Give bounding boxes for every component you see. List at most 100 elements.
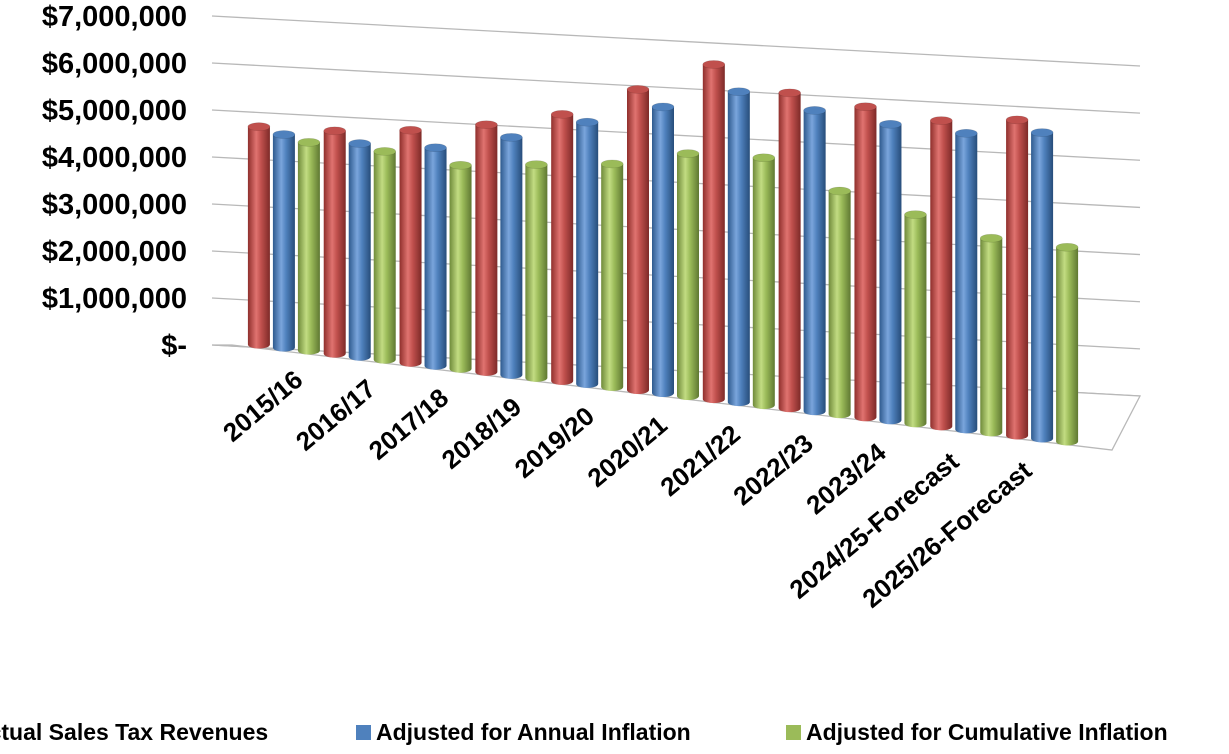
y-tick-label: $2,000,000 [42, 236, 187, 268]
bar-body [349, 144, 371, 361]
y-tick-label: $6,000,000 [42, 48, 187, 80]
bar [1006, 116, 1028, 440]
bar-body [450, 165, 472, 372]
bar-cap [324, 127, 346, 135]
legend-swatch [356, 725, 371, 740]
bar [677, 150, 699, 400]
bar-cap [349, 140, 371, 148]
bar-cap [879, 120, 901, 128]
bar-body [1056, 247, 1078, 445]
bar-cap [273, 131, 295, 139]
bar-body [753, 158, 775, 409]
bar [374, 147, 396, 363]
bar-cap [980, 234, 1002, 242]
y-tick-label: $3,000,000 [42, 189, 187, 221]
bar [955, 129, 977, 433]
bar-cap [1031, 129, 1053, 137]
bar [425, 144, 447, 370]
bar-body [829, 191, 851, 418]
bar-body [1031, 133, 1053, 443]
bar [854, 103, 876, 422]
bar-body [728, 92, 750, 406]
bar-cap [248, 123, 270, 131]
bar-body [248, 127, 270, 349]
bar-cap [854, 103, 876, 111]
bar-body [551, 114, 573, 385]
bar-cap [400, 126, 422, 134]
bar-body [904, 215, 926, 428]
bar-body [879, 124, 901, 424]
bar-cap [425, 144, 447, 152]
bar [450, 161, 472, 372]
bar-cap [374, 147, 396, 155]
bar-cap [779, 89, 801, 97]
bar [298, 138, 320, 354]
bar [652, 103, 674, 397]
bar [829, 187, 851, 418]
bar-cap [475, 121, 497, 129]
y-tick-label: $- [161, 330, 187, 362]
bar-body [652, 107, 674, 397]
bar-cap [728, 88, 750, 96]
bar [475, 121, 497, 376]
bar-body [475, 125, 497, 376]
bar-cap [677, 150, 699, 158]
bar [601, 160, 623, 391]
bar-body [374, 151, 396, 363]
bar [728, 88, 750, 406]
bar-cap [298, 138, 320, 146]
bar-cap [551, 110, 573, 118]
y-tick-label: $7,000,000 [42, 1, 187, 33]
bar-cap [829, 187, 851, 195]
bar [525, 161, 547, 382]
y-axis: $-$1,000,000$2,000,000$3,000,000$4,000,0… [42, 1, 187, 362]
bar-cap [652, 103, 674, 111]
bar-body [273, 135, 295, 352]
bar-cap [627, 85, 649, 93]
bar-cap [955, 129, 977, 137]
bar-cap [804, 106, 826, 114]
gridline [212, 63, 1140, 113]
bar-body [576, 122, 598, 388]
bar-body [930, 121, 952, 431]
bar [500, 133, 522, 378]
bar [980, 234, 1002, 436]
bar [248, 123, 270, 349]
bar-body [324, 131, 346, 358]
bar-body [400, 130, 422, 367]
legend-swatch [786, 725, 801, 740]
bar-body [425, 148, 447, 370]
bar-body [627, 89, 649, 394]
bar-body [677, 154, 699, 400]
bar-cap [450, 161, 472, 169]
bar [273, 131, 295, 352]
bar [1031, 129, 1053, 443]
y-tick-label: $4,000,000 [42, 142, 187, 174]
bar-cap [930, 117, 952, 125]
bar-body [1006, 120, 1028, 440]
bar [930, 117, 952, 431]
legend-label: Actual Sales Tax Revenues [0, 719, 268, 745]
bar-body [779, 93, 801, 412]
bar-cap [753, 154, 775, 162]
bar [324, 127, 346, 358]
bar [1056, 243, 1078, 445]
bar [779, 89, 801, 412]
bar-cap [904, 211, 926, 219]
bar-body [955, 133, 977, 433]
bar-cap [1006, 116, 1028, 124]
bar-body [601, 164, 623, 391]
bar-cap [576, 118, 598, 126]
bar-cap [601, 160, 623, 168]
bar [400, 126, 422, 367]
bar-body [298, 142, 320, 354]
bar [804, 106, 826, 415]
bar [904, 211, 926, 428]
bar [753, 154, 775, 409]
bar [349, 140, 371, 361]
bar-body [525, 165, 547, 382]
bar-cap [703, 60, 725, 68]
bar [551, 110, 573, 385]
legend-label: Adjusted for Annual Inflation [376, 719, 691, 745]
